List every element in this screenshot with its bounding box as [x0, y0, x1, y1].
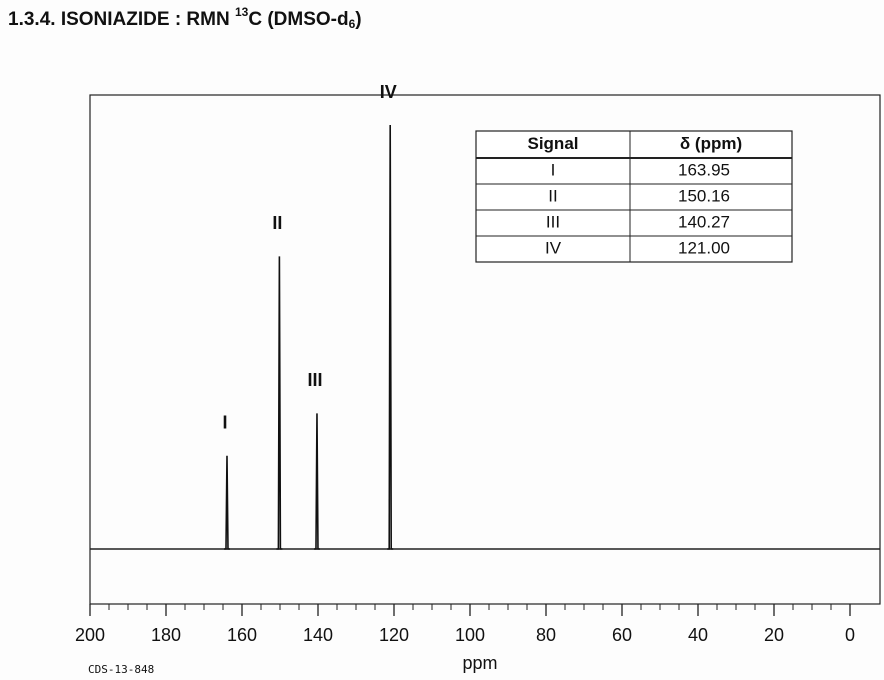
x-tick-label: 80	[536, 625, 556, 645]
x-tick-label: 160	[227, 625, 257, 645]
peak-label: II	[272, 213, 282, 233]
x-axis-label: ppm	[462, 653, 497, 673]
table-shift: 150.16	[678, 186, 730, 205]
peak	[276, 256, 283, 550]
x-tick-label: 0	[845, 625, 855, 645]
x-tick-label: 20	[764, 625, 784, 645]
table-border	[475, 130, 793, 263]
table-signal: II	[548, 186, 557, 205]
x-tick-label: 180	[151, 625, 181, 645]
x-tick-label: 100	[455, 625, 485, 645]
table-shift: 163.95	[678, 160, 730, 179]
x-tick-label: 120	[379, 625, 409, 645]
table-signal: III	[546, 212, 560, 231]
peak-label: I	[222, 412, 227, 432]
table-shift: 121.00	[678, 238, 730, 257]
table-signal: IV	[545, 238, 562, 257]
peak-label: IV	[380, 82, 397, 102]
table-header: Signal	[527, 134, 578, 153]
footnote: CDS-13-848	[88, 663, 154, 676]
title-sub: 6	[349, 17, 356, 31]
peak-label: III	[307, 370, 322, 390]
peak	[313, 413, 320, 550]
plot-frame	[89, 94, 881, 605]
title-text: C (DMSO-d	[248, 9, 348, 30]
x-tick-label: 60	[612, 625, 632, 645]
peak	[223, 455, 230, 550]
title-text: )	[355, 9, 361, 30]
table-shift: 140.27	[678, 212, 730, 231]
x-tick-label: 40	[688, 625, 708, 645]
title: 1.3.4. ISONIAZIDE : RMN 13C (DMSO-d6)	[8, 5, 362, 31]
title-text: 1.3.4. ISONIAZIDE : RMN	[8, 9, 235, 30]
peak	[387, 124, 394, 550]
table-header: δ (ppm)	[680, 134, 742, 153]
title-sup: 13	[235, 5, 249, 19]
x-tick-label: 200	[75, 625, 105, 645]
x-tick-label: 140	[303, 625, 333, 645]
table-signal: I	[551, 160, 556, 179]
